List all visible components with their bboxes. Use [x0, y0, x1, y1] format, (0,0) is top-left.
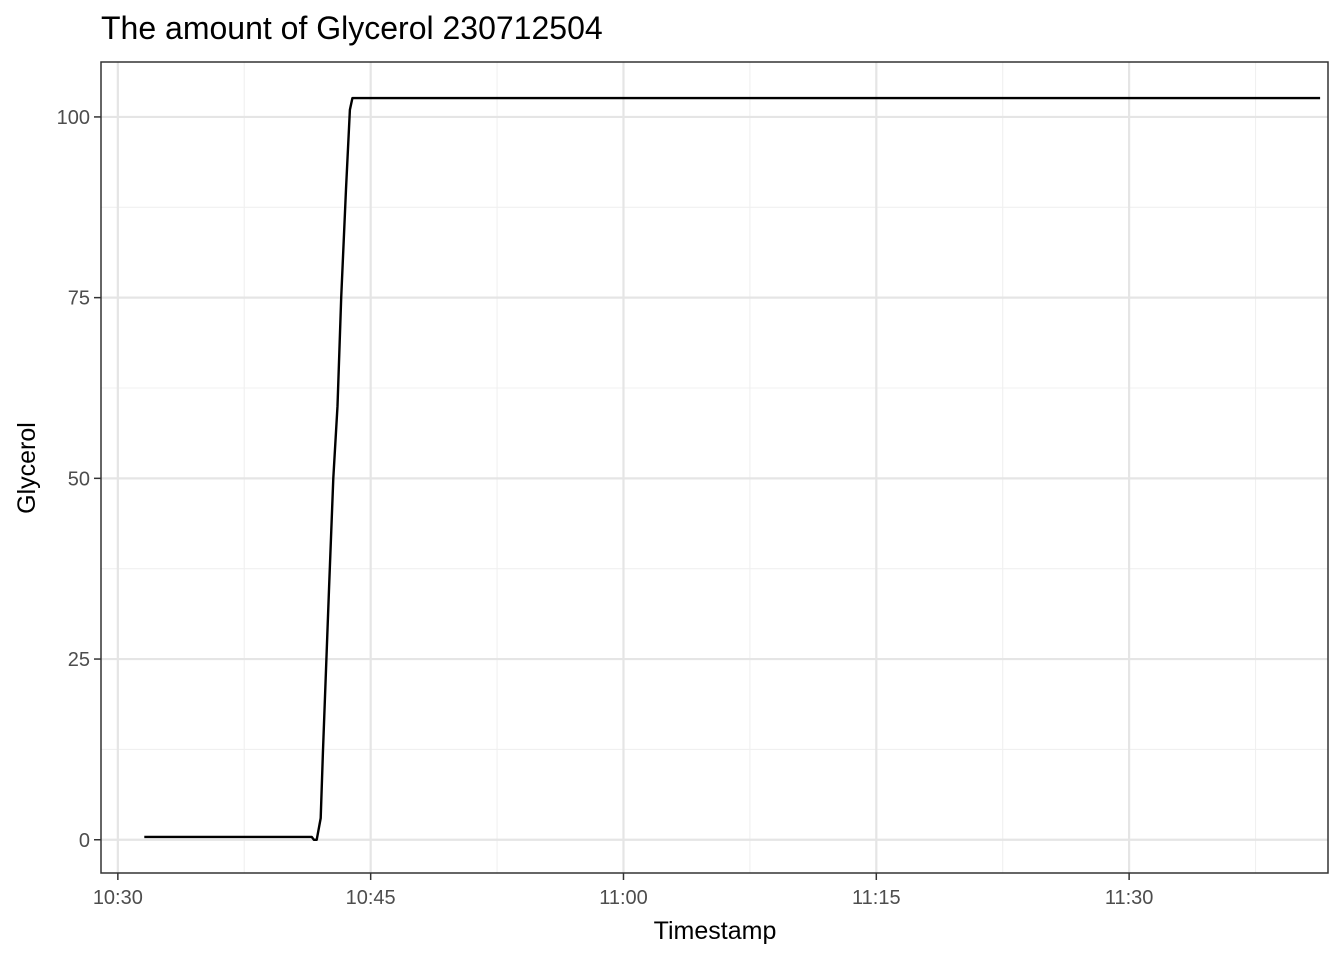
chart-title: The amount of Glycerol 230712504 — [101, 10, 603, 46]
x-axis-title: Timestamp — [654, 917, 777, 945]
glycerol-series-line-0 — [144, 96, 1321, 841]
y-tick-label-100: 100 — [57, 107, 90, 129]
y-axis-title: Glycerol — [13, 422, 41, 514]
y-tick-label-75: 75 — [68, 288, 90, 310]
x-tick-label-11-30: 11:30 — [1105, 887, 1154, 909]
series-layer — [144, 96, 1321, 841]
plot-panel-border — [100, 61, 1329, 874]
x-tick-label-11-15: 11:15 — [852, 887, 901, 909]
x-axis: 10:30 10:45 11:00 11:15 11:30 — [93, 873, 1154, 909]
y-tick-label-25: 25 — [68, 649, 90, 671]
x-tick-label-11-00: 11:00 — [599, 887, 648, 909]
x-tick-label-10-30: 10:30 — [93, 887, 143, 909]
x-tick-label-10-45: 10:45 — [346, 887, 396, 909]
y-tick-label-50: 50 — [68, 468, 90, 490]
y-axis: 0 25 50 75 100 — [57, 107, 101, 852]
major-gridlines — [101, 62, 1328, 873]
y-tick-label-0: 0 — [79, 830, 90, 852]
minor-gridlines — [101, 62, 1328, 873]
